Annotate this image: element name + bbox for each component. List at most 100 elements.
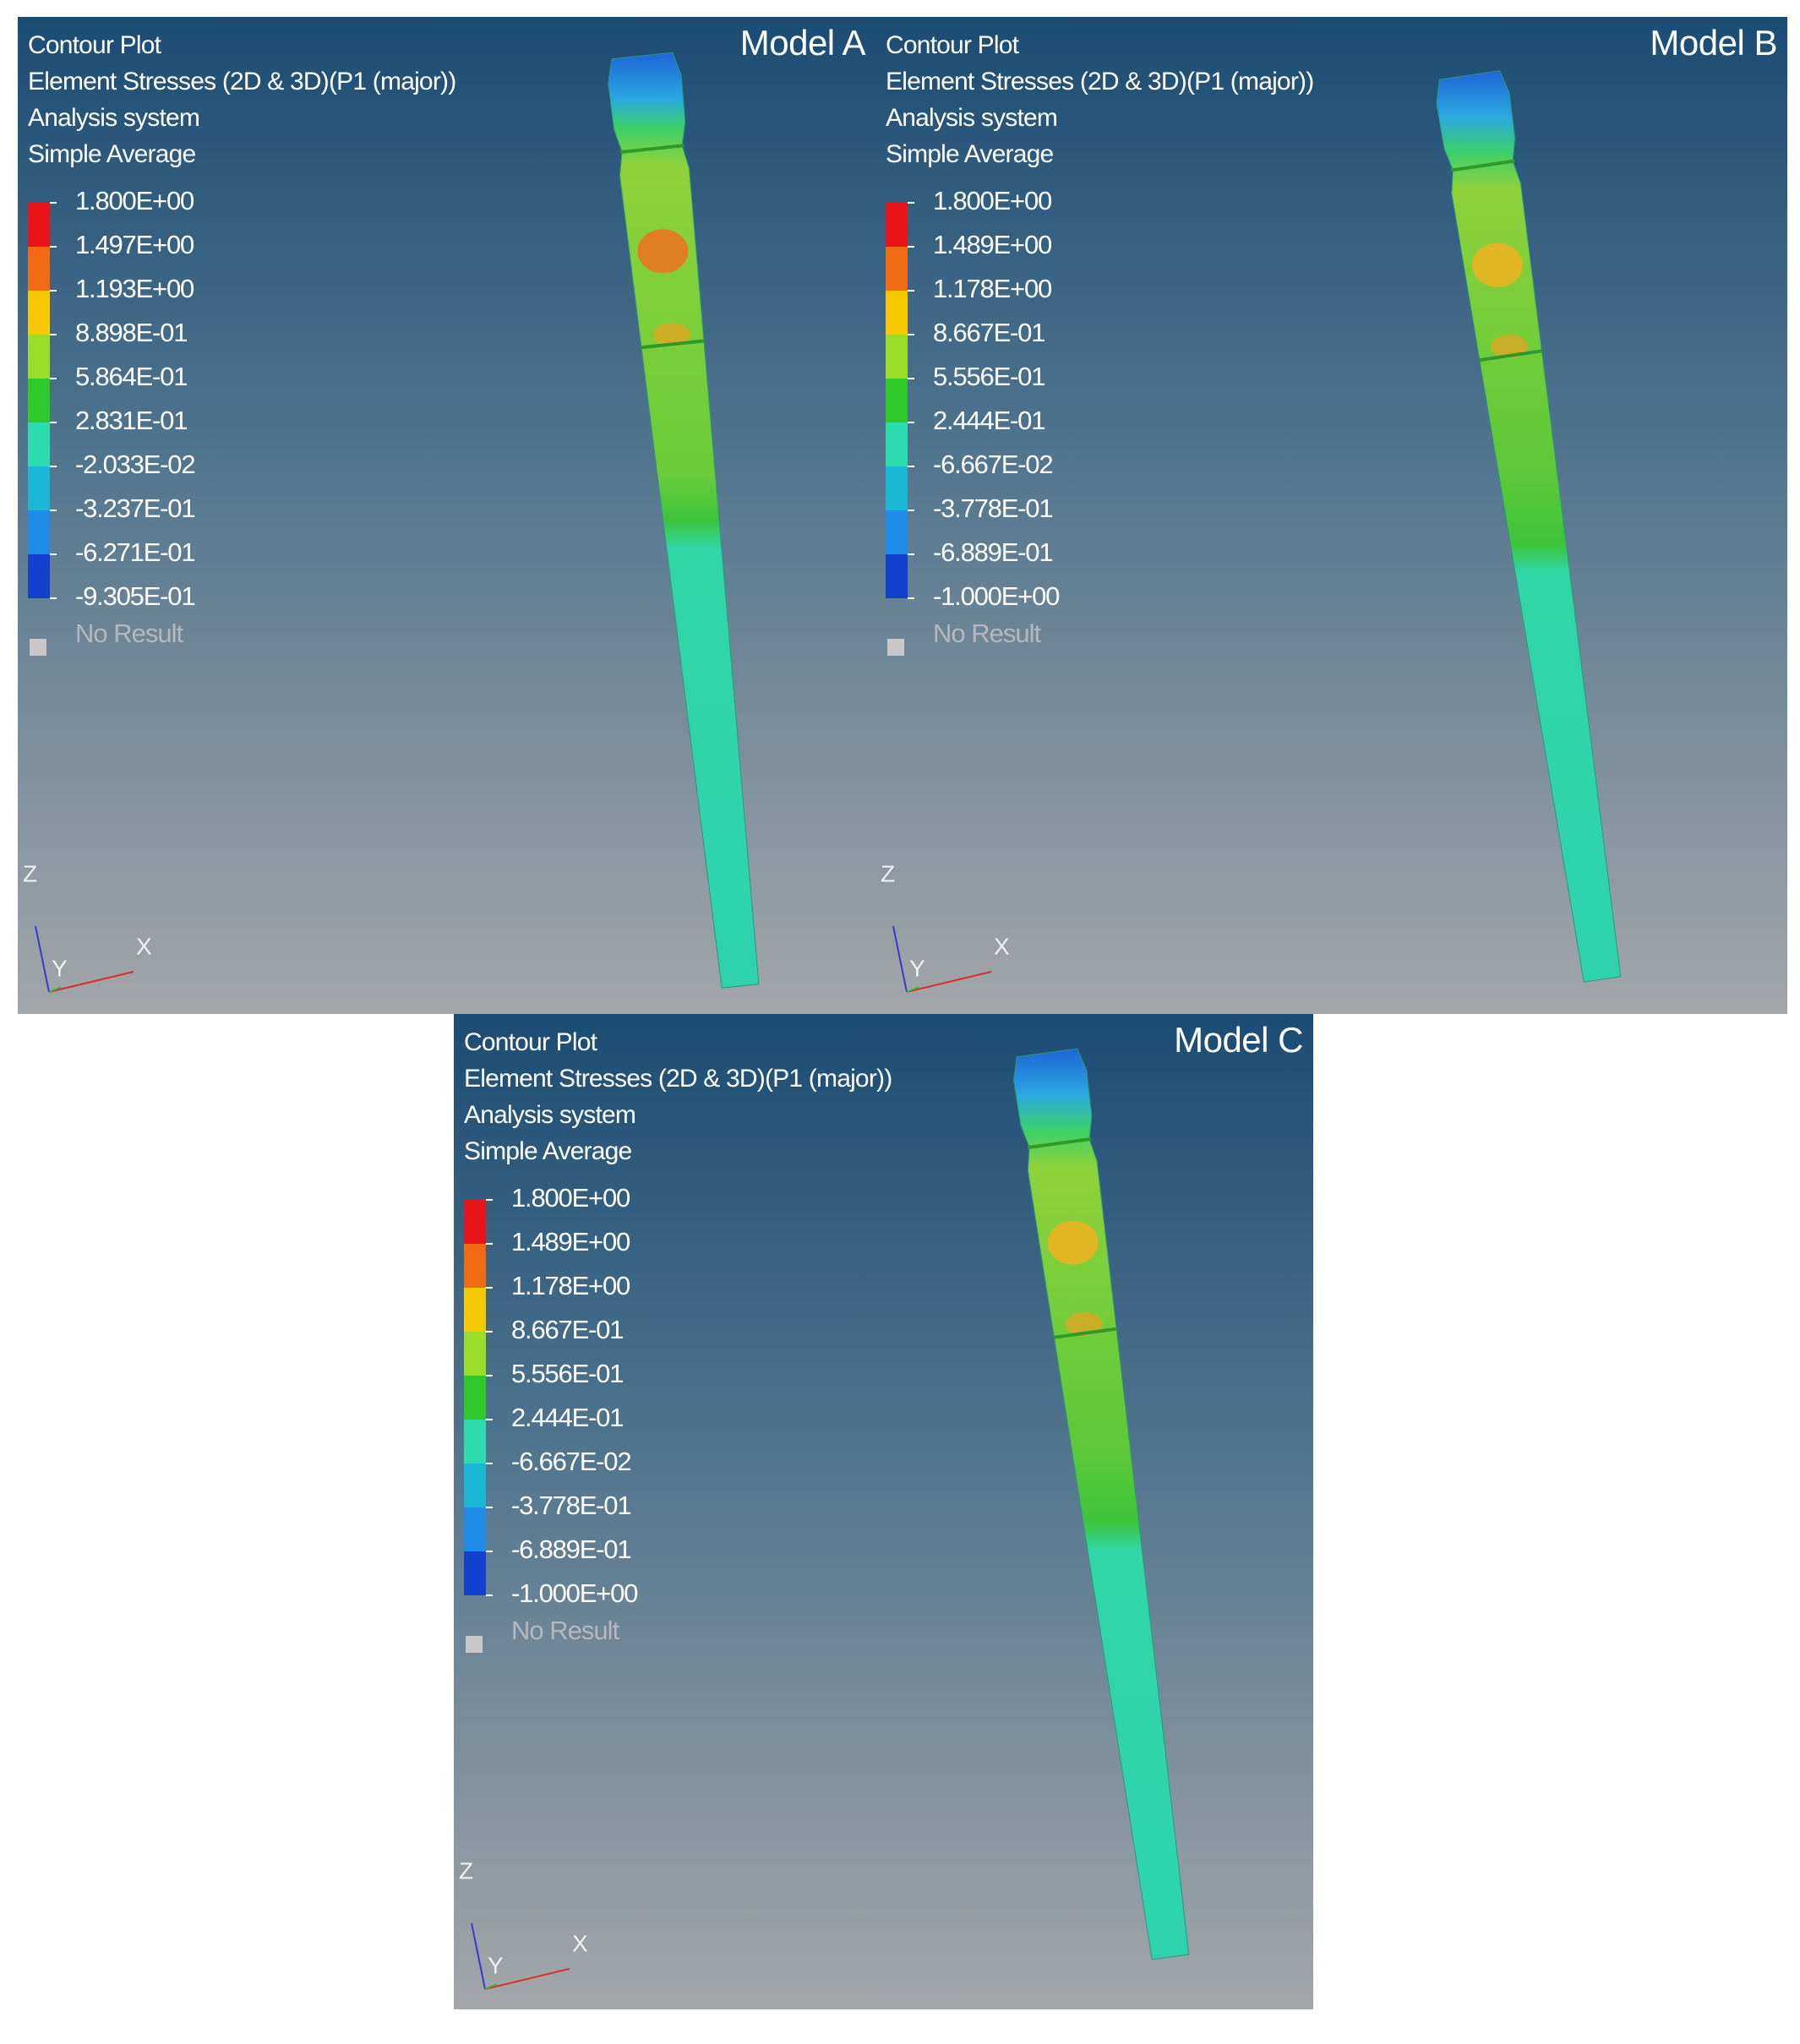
legend-swatch [28, 510, 50, 554]
axis-label-z: Z [23, 860, 37, 886]
legend-label: 1.489E+00 [511, 1227, 630, 1256]
legend-label: -6.667E-02 [511, 1447, 630, 1476]
legend-swatch [464, 1420, 486, 1464]
plot-header-line: Analysis system [28, 104, 199, 132]
axis-z [471, 1922, 486, 1990]
legend-label: -2.033E-02 [75, 450, 194, 479]
axis-label-y: Y [488, 1952, 504, 1978]
model-label: Model B [1650, 23, 1777, 63]
tooth-groove [640, 339, 705, 350]
tooth-model [1013, 1048, 1190, 1960]
plot-header-line: Contour Plot [28, 31, 162, 59]
legend-label: 1.800E+00 [75, 186, 194, 215]
tooth-groove [1478, 349, 1543, 362]
legend-label: 1.800E+00 [933, 186, 1052, 215]
plot-header-line: Contour Plot [886, 31, 1020, 59]
legend-swatch [28, 554, 50, 598]
legend-label: 1.178E+00 [511, 1271, 630, 1300]
axis-y [48, 986, 62, 993]
plot-header-line: Contour Plot [464, 1028, 598, 1056]
tooth-model [1436, 70, 1622, 983]
axis-x [906, 971, 992, 993]
legend-swatch [28, 335, 50, 379]
stress-hotspot [1065, 1312, 1103, 1336]
legend-label: 8.667E-01 [511, 1315, 623, 1344]
legend-swatch [28, 422, 50, 466]
legend-swatch [886, 510, 908, 554]
no-result-swatch [887, 639, 904, 656]
viewport-panel: Contour Plot Element Stresses (2D & 3D)(P… [875, 17, 1787, 1014]
model-label: Model A [740, 23, 866, 63]
plot-header-line: Simple Average [28, 140, 195, 168]
axis-label-z: Z [881, 860, 895, 886]
legend-swatch [28, 379, 50, 422]
no-result-label: No Result [933, 619, 1041, 648]
stress-hotspot [1491, 335, 1529, 358]
legend-label: -1.000E+00 [511, 1578, 638, 1608]
legend-label: 8.898E-01 [75, 318, 187, 347]
legend-swatch [886, 422, 908, 466]
legend-label: -1.000E+00 [933, 581, 1060, 611]
plot-header-line: Simple Average [886, 140, 1053, 168]
stress-hotspot [652, 323, 690, 347]
plot-header-line: Element Stresses (2D & 3D)(P1 (major)) [464, 1065, 892, 1093]
tooth-groove [1053, 1327, 1118, 1339]
no-result-swatch [30, 639, 46, 656]
legend-label: -6.271E-01 [75, 537, 194, 567]
legend-label: -6.667E-02 [933, 450, 1052, 479]
legend-swatch [886, 335, 908, 379]
legend-label: 5.864E-01 [75, 362, 187, 391]
viewport-panel: Contour Plot Element Stresses (2D & 3D)(P… [454, 1014, 1313, 2009]
tooth-groove [1027, 1136, 1092, 1150]
legend-label: 2.444E-01 [511, 1403, 623, 1432]
axis-label-y: Y [52, 955, 68, 981]
axis-z [892, 925, 908, 993]
legend-label: 1.178E+00 [933, 274, 1052, 303]
viewport-background [875, 17, 1787, 1014]
legend-swatch [28, 203, 50, 247]
legend-swatch [464, 1507, 486, 1551]
tooth-model [608, 52, 760, 989]
no-result-label: No Result [75, 619, 183, 648]
stress-hotspot [1471, 243, 1523, 287]
plot-header-line: Element Stresses (2D & 3D)(P1 (major)) [28, 68, 455, 95]
plot-header-line: Element Stresses (2D & 3D)(P1 (major)) [886, 68, 1313, 95]
legend-swatch [886, 466, 908, 510]
model-label: Model C [1174, 1020, 1303, 1060]
plot-header-line: Analysis system [886, 104, 1057, 132]
plot-header-line: Simple Average [464, 1137, 631, 1165]
legend-swatch [886, 291, 908, 335]
legend-swatch [28, 291, 50, 335]
no-result-swatch [466, 1636, 483, 1653]
legend-swatch [464, 1200, 486, 1244]
plot-header-line: Analysis system [464, 1101, 635, 1129]
legend-label: -6.889E-01 [933, 537, 1052, 567]
legend-swatch [464, 1464, 486, 1507]
axis-label-y: Y [909, 955, 925, 981]
legend-label: -6.889E-01 [511, 1534, 630, 1564]
legend-swatch [464, 1244, 486, 1288]
legend-swatch [464, 1288, 486, 1332]
legend-swatch [886, 247, 908, 291]
legend-label: 8.667E-01 [933, 318, 1045, 347]
axis-z [35, 925, 50, 993]
legend-label: 5.556E-01 [933, 362, 1045, 391]
legend-label: 1.800E+00 [511, 1183, 630, 1213]
legend-swatch [886, 379, 908, 422]
axis-x [484, 1968, 570, 1990]
legend-label: 5.556E-01 [511, 1359, 623, 1388]
tooth-groove [1450, 159, 1515, 172]
viewport-panel: Contour Plot Element Stresses (2D & 3D)(P… [18, 17, 875, 1014]
legend-swatch [464, 1376, 486, 1420]
legend-swatch [28, 247, 50, 291]
legend-label: 1.193E+00 [75, 274, 194, 303]
axis-y [906, 986, 919, 993]
axis-label-x: X [572, 1930, 588, 1956]
no-result-label: No Result [511, 1616, 619, 1645]
legend-label: 2.444E-01 [933, 406, 1045, 435]
axis-label-x: X [994, 933, 1010, 959]
axis-x [48, 971, 134, 993]
stress-hotspot [637, 229, 689, 274]
